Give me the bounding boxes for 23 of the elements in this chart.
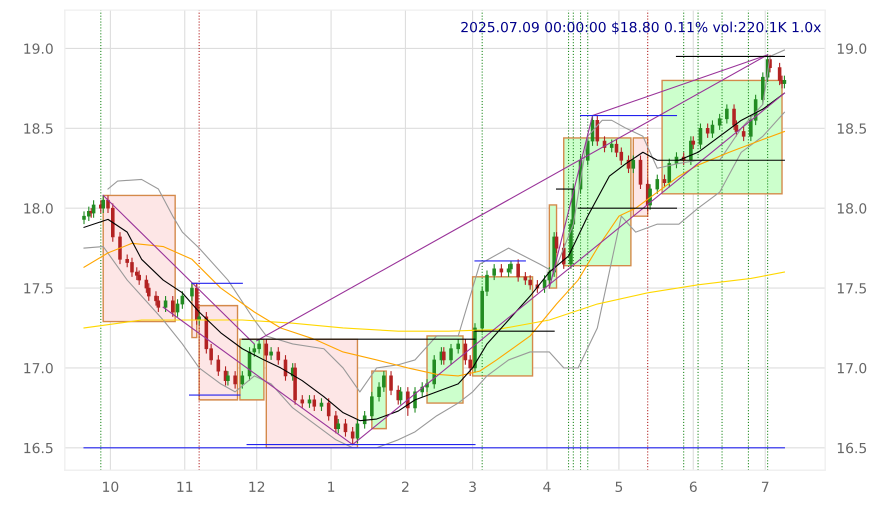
x-tick-label: 4 [543, 482, 551, 492]
x-tick-label: 6 [690, 482, 697, 492]
x-tick-label: 7 [762, 482, 768, 492]
y-tick-label: 17.0 [24, 362, 53, 374]
x-tick-label: 10 [103, 482, 118, 492]
y-tick-label: 19.0 [24, 43, 53, 54]
y2-tick-label: 18.0 [838, 203, 866, 214]
x-tick-label: 12 [249, 482, 264, 492]
y-tick-label: 17.5 [24, 283, 52, 294]
y2-tick-label: 19.0 [838, 43, 866, 54]
x-tick-label: 3 [469, 482, 476, 492]
y-tick-label: 16.5 [24, 442, 52, 454]
y2-tick-label: 17.0 [838, 362, 866, 374]
x-tick-label: 5 [616, 482, 622, 492]
x-tick-label: 1 [328, 482, 334, 492]
x-tick-label: 2 [402, 482, 408, 492]
x-tick-label: 11 [177, 482, 192, 492]
y2-tick-label: 16.5 [838, 442, 866, 454]
text: 2025.07.09 00:00:00 $18.80 0.11% vol:220.1K 1.0x [461, 22, 821, 34]
y-tick-label: 18.5 [24, 123, 52, 134]
y-tick-label: 18.0 [24, 203, 53, 214]
y2-tick-label: 18.5 [838, 123, 866, 134]
y2-tick-label: 17.5 [838, 283, 866, 294]
